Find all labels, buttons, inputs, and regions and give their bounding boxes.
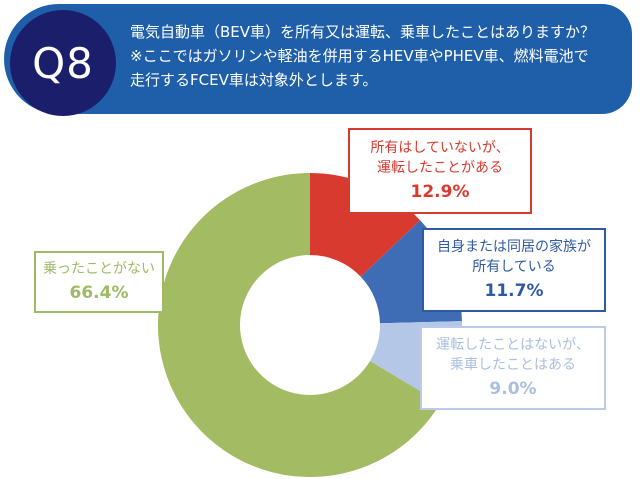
question-line-2: ※ここではガソリンや軽油を併用するHEV車やPHEV車、燃料電池で [130, 47, 589, 65]
slice-label-line: 自身または同居の家族が [437, 239, 591, 255]
callout-never-ridden: 乗ったことがない 66.4% [34, 251, 164, 313]
slice-label-line: 乗車したことはある [450, 357, 576, 373]
slice-value-label: 66.4% [69, 283, 129, 303]
slice-label-line: 所有はしていないが、 [370, 140, 510, 156]
slice-label-line: 所有している [472, 259, 556, 275]
question-number: Q8 [32, 38, 94, 88]
question-banner: Q8 電気自動車（BEV車）を所有又は運転、乗車したことはありますか？ ※ここで… [4, 4, 632, 116]
question-number-badge: Q8 [10, 10, 116, 116]
question-line-3: 走行するFCEV車は対象外とします。 [130, 71, 378, 89]
callout-rode-only: 運転したことはないが、 乗車したことはある 9.0% [420, 326, 606, 410]
slice-label-line: 乗ったことがない [43, 261, 155, 277]
question-line-1: 電気自動車（BEV車）を所有又は運転、乗車したことはありますか？ [130, 23, 596, 41]
slice-value-label: 9.0% [489, 379, 537, 399]
slice-label-line: 運転したことはないが、 [436, 337, 590, 353]
callout-owned: 自身または同居の家族が 所有している 11.7% [422, 228, 606, 312]
slice-value-label: 11.7% [484, 281, 544, 301]
donut-slices [158, 173, 462, 477]
slice-never-ridden [158, 173, 441, 477]
slice-label-line: 運転したことがある [377, 160, 503, 176]
slice-value-label: 12.9% [410, 182, 470, 202]
callout-drove-not-owned: 所有はしていないが、 運転したことがある 12.9% [348, 128, 532, 214]
question-text: 電気自動車（BEV車）を所有又は運転、乗車したことはありますか？ ※ここではガソ… [130, 20, 630, 92]
